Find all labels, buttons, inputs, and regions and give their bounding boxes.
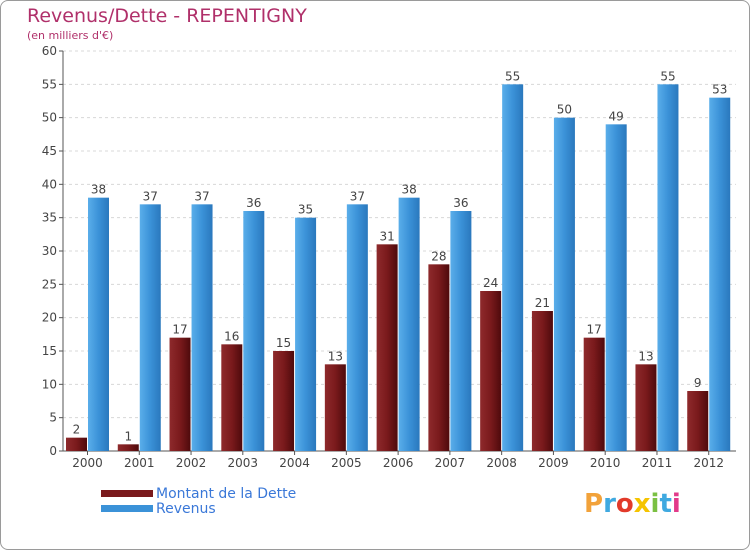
proxiti-logo: Proxiti: [584, 489, 681, 519]
y-tick-label: 25: [42, 277, 57, 291]
bar-debt: [635, 364, 657, 451]
data-label: 17: [587, 323, 602, 337]
logo-letter: x: [633, 489, 651, 519]
logo-letter: r: [603, 489, 616, 519]
y-tick-label: 0: [49, 444, 57, 458]
data-label: 53: [712, 83, 727, 97]
data-label: 37: [350, 189, 365, 203]
x-tick-label: 2009: [538, 456, 569, 470]
bar-revenue: [450, 211, 472, 451]
y-tick-label: 20: [42, 311, 57, 325]
data-label: 13: [638, 349, 653, 363]
data-label: 24: [483, 276, 498, 290]
bar-debt: [428, 264, 450, 451]
bar-debt: [376, 244, 398, 451]
legend-swatch-debt: [101, 490, 153, 497]
bar-revenue: [502, 84, 524, 451]
x-tick-label: 2012: [693, 456, 724, 470]
bar-revenue: [139, 204, 161, 451]
bar-revenue: [295, 217, 317, 451]
x-tick-label: 2004: [279, 456, 310, 470]
data-label: 28: [431, 249, 446, 263]
data-label: 36: [246, 196, 261, 210]
y-tick-label: 55: [42, 77, 57, 91]
logo-letter: t: [659, 489, 672, 519]
data-label: 35: [298, 203, 313, 217]
x-tick-label: 2003: [228, 456, 259, 470]
bar-debt: [221, 344, 243, 451]
data-label: 2: [73, 423, 81, 437]
data-label: 49: [609, 109, 624, 123]
bar-revenue: [709, 97, 731, 452]
x-tick-label: 2001: [124, 456, 155, 470]
x-tick-label: 2000: [72, 456, 103, 470]
legend-label-debt: Montant de la Dette: [156, 485, 297, 502]
legend-item-debt: Montant de la Dette: [101, 485, 297, 502]
legend: Montant de la Dette Revenus: [101, 485, 297, 517]
data-label: 55: [505, 69, 520, 83]
bar-revenue: [553, 117, 575, 452]
bar-debt: [583, 337, 605, 451]
bar-revenue: [191, 204, 213, 451]
data-label: 37: [194, 189, 209, 203]
data-label: 55: [660, 69, 675, 83]
data-label: 16: [224, 329, 239, 343]
logo-letter: P: [584, 489, 604, 519]
data-label: 15: [276, 336, 291, 350]
data-label: 38: [91, 183, 106, 197]
bar-revenue: [88, 197, 109, 451]
data-label: 13: [328, 349, 343, 363]
data-label: 50: [557, 103, 572, 117]
logo-letter: i: [650, 489, 660, 519]
y-tick-label: 35: [42, 211, 57, 225]
x-tick-label: 2006: [383, 456, 414, 470]
chart-title: Revenus/Dette - REPENTIGNY: [27, 5, 307, 27]
bar-debt: [273, 351, 295, 451]
bar-revenue: [657, 84, 679, 451]
chart-subtitle: (en milliers d'€): [27, 29, 114, 42]
bar-debt: [480, 291, 502, 451]
legend-label-revenue: Revenus: [156, 500, 216, 517]
bar-debt: [66, 437, 87, 451]
x-tick-label: 2007: [435, 456, 466, 470]
x-tick-label: 2010: [590, 456, 621, 470]
data-label: 9: [694, 376, 702, 390]
data-label: 1: [124, 429, 132, 443]
legend-item-revenue: Revenus: [101, 500, 296, 517]
y-tick-label: 15: [42, 344, 57, 358]
y-tick-label: 30: [42, 244, 57, 258]
data-label: 17: [172, 323, 187, 337]
bar-revenue: [346, 204, 368, 451]
data-label: 21: [535, 296, 550, 310]
y-tick-label: 45: [42, 144, 57, 158]
bar-revenue: [243, 211, 265, 451]
y-tick-label: 60: [42, 44, 57, 58]
legend-swatch-revenue: [101, 505, 153, 512]
bar-debt: [117, 444, 139, 451]
y-tick-label: 5: [49, 411, 57, 425]
data-label: 31: [379, 229, 394, 243]
bar-revenue: [605, 124, 627, 451]
bar-debt: [531, 311, 553, 451]
x-tick-label: 2005: [331, 456, 362, 470]
data-label: 37: [143, 189, 158, 203]
bar-debt: [169, 337, 191, 451]
y-tick-label: 10: [42, 377, 57, 391]
y-tick-label: 50: [42, 111, 57, 125]
logo-letter: o: [615, 489, 634, 519]
y-tick-label: 40: [42, 177, 57, 191]
x-tick-label: 2008: [486, 456, 517, 470]
x-tick-label: 2011: [642, 456, 673, 470]
logo-letter: i: [671, 489, 681, 519]
bar-debt: [324, 364, 346, 451]
x-tick-label: 2002: [176, 456, 207, 470]
bar-debt: [687, 391, 709, 451]
data-label: 38: [401, 183, 416, 197]
bar-revenue: [398, 197, 420, 451]
data-label: 36: [453, 196, 468, 210]
